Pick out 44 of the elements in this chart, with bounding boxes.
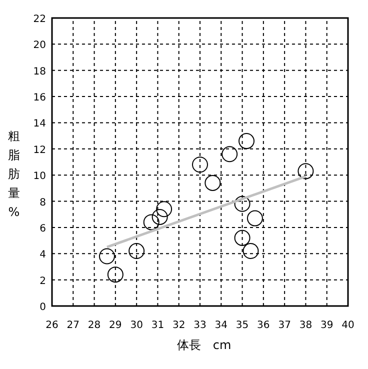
y-tick-label: 16 <box>33 92 46 104</box>
point <box>242 243 259 260</box>
point <box>98 248 115 264</box>
x-axis-title: 体長 cm <box>176 338 232 352</box>
point <box>156 201 172 218</box>
point <box>234 230 250 246</box>
point <box>298 163 314 180</box>
x-tick-label: 27 <box>66 320 80 331</box>
point <box>107 266 124 283</box>
y-tick-label: 12 <box>33 144 46 156</box>
x-tick-label: 30 <box>130 320 143 331</box>
x-tick-label: 36 <box>257 320 270 331</box>
x-tick-label: 34 <box>214 320 228 331</box>
point <box>222 146 238 162</box>
point <box>204 174 221 191</box>
point <box>128 243 145 260</box>
y-tick-label: 4 <box>40 250 46 261</box>
y-tick-label: 2 <box>40 276 46 287</box>
x-tick-label: 26 <box>46 320 58 331</box>
x-tick-label: 28 <box>88 320 101 331</box>
x-tick-label: 33 <box>194 320 206 331</box>
y-tick-label: 20 <box>33 40 46 52</box>
x-tick-label: 37 <box>278 320 291 331</box>
point <box>192 156 208 173</box>
x-tick-label: 35 <box>236 320 249 331</box>
point <box>238 133 255 150</box>
point <box>234 196 250 212</box>
y-tick-label: 10 <box>33 171 46 182</box>
x-tick-label: 31 <box>151 320 164 331</box>
y-tick-label: 22 <box>33 14 46 25</box>
x-tick-label: 40 <box>342 320 354 331</box>
point <box>246 210 263 226</box>
x-tick-label: 38 <box>299 320 312 331</box>
y-tick-label: 18 <box>33 66 46 78</box>
y-tick-label: 8 <box>40 197 46 208</box>
point <box>143 214 160 230</box>
y-tick-label: 0 <box>40 302 46 313</box>
x-tick-label: 32 <box>172 320 186 331</box>
y-tick-label: 14 <box>33 118 46 130</box>
y-tick-label: 6 <box>40 223 46 234</box>
point <box>152 208 168 225</box>
x-tick-label: 29 <box>109 320 122 331</box>
x-tick-label: 39 <box>320 320 334 331</box>
y-axis-title: 粗脂肪量% <box>8 129 20 219</box>
